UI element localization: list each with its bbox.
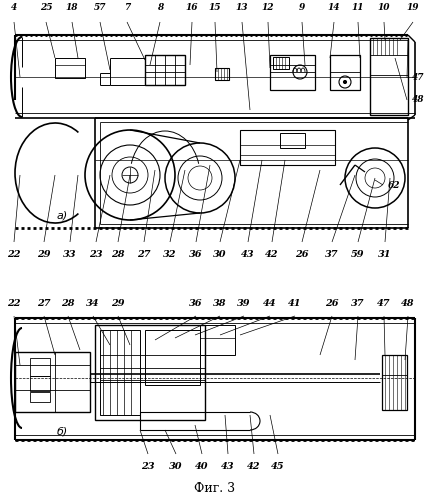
Text: 28: 28 [61,299,75,308]
Bar [30,376,50,391]
Text: 23: 23 [141,462,155,471]
Text: 36: 36 [189,299,203,308]
Text: 59: 59 [351,250,365,259]
Text: 29: 29 [37,250,51,259]
Text: 41: 41 [288,299,302,308]
Bar [145,55,185,85]
Text: 4: 4 [11,3,17,12]
Text: 36: 36 [189,250,203,259]
Text: 29: 29 [111,299,125,308]
Circle shape [122,167,138,183]
Bar [30,358,50,376]
Text: 42: 42 [265,250,279,259]
Bar [145,330,200,385]
Text: 30: 30 [213,250,227,259]
Circle shape [344,80,347,84]
Text: 25: 25 [40,3,52,12]
Bar [270,55,315,90]
Text: 18: 18 [66,3,78,12]
Text: 38: 38 [213,299,227,308]
Text: 40: 40 [195,462,209,471]
Text: 31: 31 [378,250,392,259]
Text: 28: 28 [111,250,125,259]
Text: 37: 37 [351,299,365,308]
Text: 27: 27 [137,250,151,259]
Text: 11: 11 [352,3,364,12]
Text: 43: 43 [221,462,235,471]
Bar [280,133,305,148]
Bar [100,330,140,415]
Text: б): б) [57,427,68,437]
Bar [382,355,407,410]
Text: 13: 13 [236,3,248,12]
Text: а): а) [57,210,68,220]
Text: 12: 12 [262,3,274,12]
Text: 9: 9 [299,3,305,12]
Text: 27: 27 [37,299,51,308]
Text: 48: 48 [412,96,424,104]
Text: 39: 39 [237,299,251,308]
Text: 22: 22 [7,250,21,259]
Text: 16: 16 [186,3,198,12]
Bar [370,38,408,115]
Bar [55,58,85,78]
Text: 47: 47 [412,74,424,82]
Text: 30: 30 [169,462,183,471]
Text: 34: 34 [86,299,100,308]
Text: 33: 33 [63,250,77,259]
Text: Фиг. 3: Фиг. 3 [194,482,236,494]
Text: 22: 22 [7,299,21,308]
Text: 42: 42 [247,462,261,471]
Text: 19: 19 [407,3,419,12]
Text: 14: 14 [328,3,340,12]
Text: 26: 26 [295,250,309,259]
Text: 45: 45 [271,462,285,471]
Text: 48: 48 [401,299,415,308]
Text: 15: 15 [209,3,221,12]
Bar [200,325,235,355]
Text: 32: 32 [163,250,177,259]
Bar [240,130,335,165]
Text: 10: 10 [378,3,390,12]
Text: 44: 44 [263,299,277,308]
Bar [215,68,229,80]
Bar [330,55,360,90]
Text: 26: 26 [325,299,339,308]
Text: 43: 43 [241,250,255,259]
Text: 37: 37 [325,250,339,259]
Text: 47: 47 [377,299,391,308]
Bar [30,392,50,402]
Text: 23: 23 [89,250,103,259]
Bar [273,57,289,69]
Text: 7: 7 [124,3,130,12]
Text: 62: 62 [388,180,400,190]
Text: 8: 8 [157,3,163,12]
Bar [15,352,90,412]
Bar [95,325,205,420]
Text: 57: 57 [94,3,106,12]
